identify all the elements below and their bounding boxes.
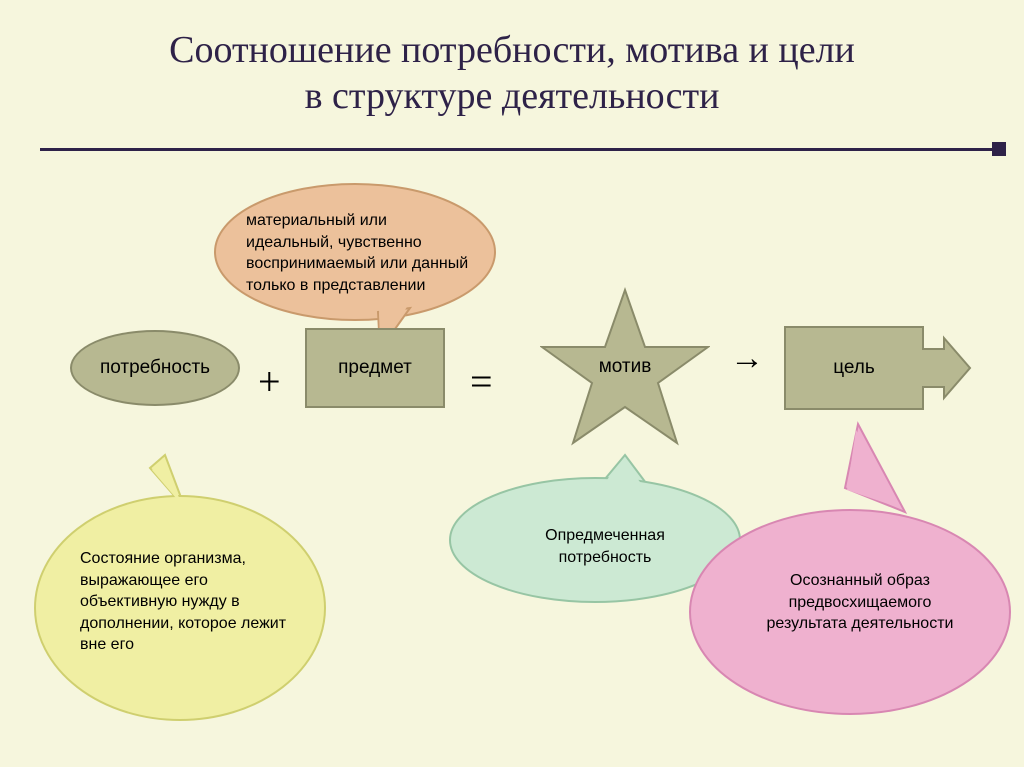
plus-operator: + <box>258 358 281 405</box>
title-line2: в структуре деятельности <box>305 75 720 117</box>
goal-callout-text: Осознанный образ предвосхищаемого резуль… <box>760 570 960 635</box>
need-callout-text: Состояние организма, выражающее его объе… <box>80 548 290 656</box>
object-shape: предмет <box>305 328 445 408</box>
motive-label: мотив <box>599 356 652 378</box>
equals-operator: = <box>470 358 493 405</box>
object-callout-text: материальный или идеальный, чувственно в… <box>246 210 470 296</box>
title-underline <box>40 148 996 151</box>
goal-label: цель <box>833 357 875 379</box>
motive-callout-text: Опредмеченная потребность <box>520 525 690 568</box>
title-line1: Соотношение потребности, мотива и цели <box>169 29 855 71</box>
motive-label-wrap: мотив <box>575 352 675 382</box>
page-title: Соотношение потребности, мотива и цели в… <box>0 0 1024 119</box>
title-underline-endcap <box>992 142 1006 156</box>
need-label: потребность <box>100 357 210 379</box>
goal-callout <box>680 400 1020 730</box>
goal-label-wrap: цель <box>784 328 924 408</box>
arrow-operator: → <box>730 340 764 378</box>
need-shape: потребность <box>70 330 240 406</box>
object-label: предмет <box>338 357 412 379</box>
